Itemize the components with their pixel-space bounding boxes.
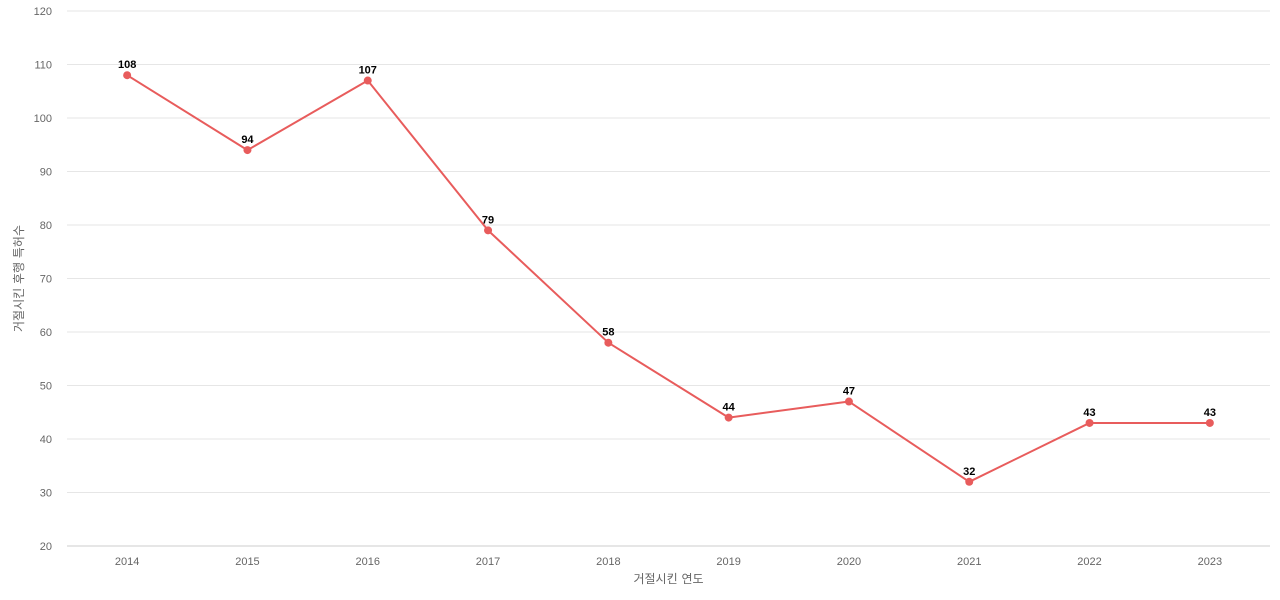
x-tick-label: 2019: [716, 556, 740, 568]
x-axis-ticks: 2014 2015 2016 2017 2018 2019 2020 2021 2022 2023: [115, 556, 1222, 568]
y-axis-title: 거절시킨 후행 특허수: [11, 225, 26, 332]
x-tick-label: 2021: [957, 556, 981, 568]
data-point-2014[interactable]: [123, 71, 132, 80]
y-tick-label: 110: [34, 60, 52, 72]
data-label-2014: 108: [118, 59, 136, 71]
data-point-2015[interactable]: [243, 146, 252, 155]
data-label-2015: 94: [241, 134, 254, 146]
x-tick-label: 2022: [1077, 556, 1101, 568]
x-tick-label: 2015: [235, 556, 259, 568]
y-tick-label: 120: [34, 6, 52, 18]
x-tick-label: 2016: [356, 556, 380, 568]
y-tick-label: 30: [40, 488, 52, 500]
x-tick-label: 2020: [837, 556, 861, 568]
data-label-2022: 43: [1083, 407, 1095, 419]
y-tick-label: 70: [40, 274, 52, 286]
data-label-2021: 32: [963, 466, 975, 478]
data-points: [123, 71, 1214, 486]
y-tick-label: 80: [40, 220, 52, 232]
y-tick-label: 20: [40, 541, 52, 553]
y-axis-ticks: 20 30 40 50 60 70 80 90 100 110 120: [34, 6, 52, 553]
data-point-2019[interactable]: [724, 413, 733, 422]
data-label-2020: 47: [843, 386, 855, 398]
data-point-2021[interactable]: [965, 477, 974, 486]
data-point-2023[interactable]: [1205, 418, 1214, 427]
x-tick-label: 2018: [596, 556, 620, 568]
data-label-2019: 44: [723, 402, 736, 414]
data-point-2022[interactable]: [1085, 418, 1094, 427]
y-tick-label: 40: [40, 434, 52, 446]
y-tick-label: 50: [40, 381, 52, 393]
y-tick-label: 90: [40, 167, 52, 179]
x-tick-label: 2023: [1198, 556, 1222, 568]
data-point-2017[interactable]: [484, 226, 493, 235]
data-label-2023: 43: [1204, 407, 1216, 419]
data-point-2018[interactable]: [604, 338, 613, 347]
x-axis-title: 거절시킨 연도: [633, 572, 703, 586]
data-labels: 108 94 107 79 58 44 47 32 43 43: [118, 59, 1216, 478]
series-layer: [126, 74, 1211, 483]
gridlines: [67, 10, 1270, 493]
data-label-2018: 58: [602, 327, 614, 339]
y-tick-label: 60: [40, 327, 52, 339]
series-line: [126, 74, 1211, 483]
data-label-2017: 79: [482, 214, 494, 226]
x-tick-label: 2014: [115, 556, 139, 568]
data-label-2016: 107: [359, 65, 377, 77]
y-tick-label: 100: [34, 113, 52, 125]
x-tick-label: 2017: [476, 556, 500, 568]
data-point-2016[interactable]: [363, 76, 372, 85]
data-point-2020[interactable]: [844, 397, 853, 406]
